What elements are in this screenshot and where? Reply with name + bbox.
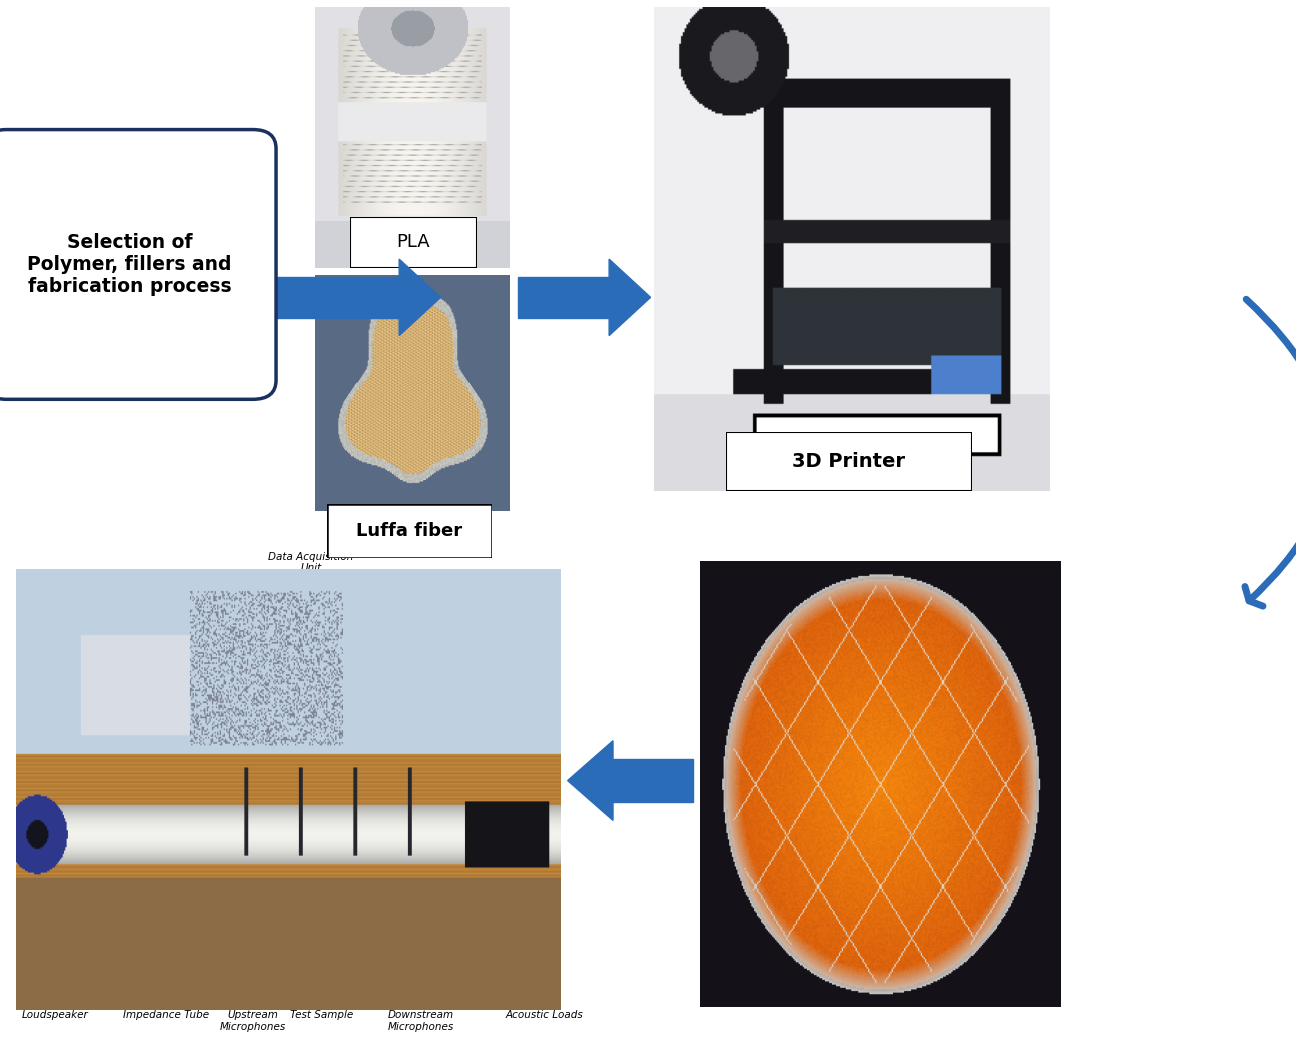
Text: Data Acquisition
Unit: Data Acquisition Unit: [268, 552, 354, 573]
Text: Upstream
Microphones: Upstream Microphones: [219, 1010, 286, 1031]
Polygon shape: [609, 259, 651, 336]
Text: Impedance Tube: Impedance Tube: [123, 1010, 209, 1020]
Text: Selection of
Polymer, fillers and
fabrication process: Selection of Polymer, fillers and fabric…: [27, 233, 232, 296]
Text: Power Amplifier: Power Amplifier: [110, 723, 192, 733]
Polygon shape: [568, 741, 613, 820]
Text: Downstream
Microphones: Downstream Microphones: [388, 1010, 455, 1031]
Polygon shape: [257, 277, 399, 318]
FancyBboxPatch shape: [0, 130, 276, 399]
Polygon shape: [399, 259, 441, 336]
Text: Test Sample: Test Sample: [290, 1010, 353, 1020]
Polygon shape: [613, 759, 693, 802]
Text: Loudspeaker: Loudspeaker: [22, 1010, 89, 1020]
Polygon shape: [518, 277, 609, 318]
Text: Acoustic Loads: Acoustic Loads: [505, 1010, 583, 1020]
